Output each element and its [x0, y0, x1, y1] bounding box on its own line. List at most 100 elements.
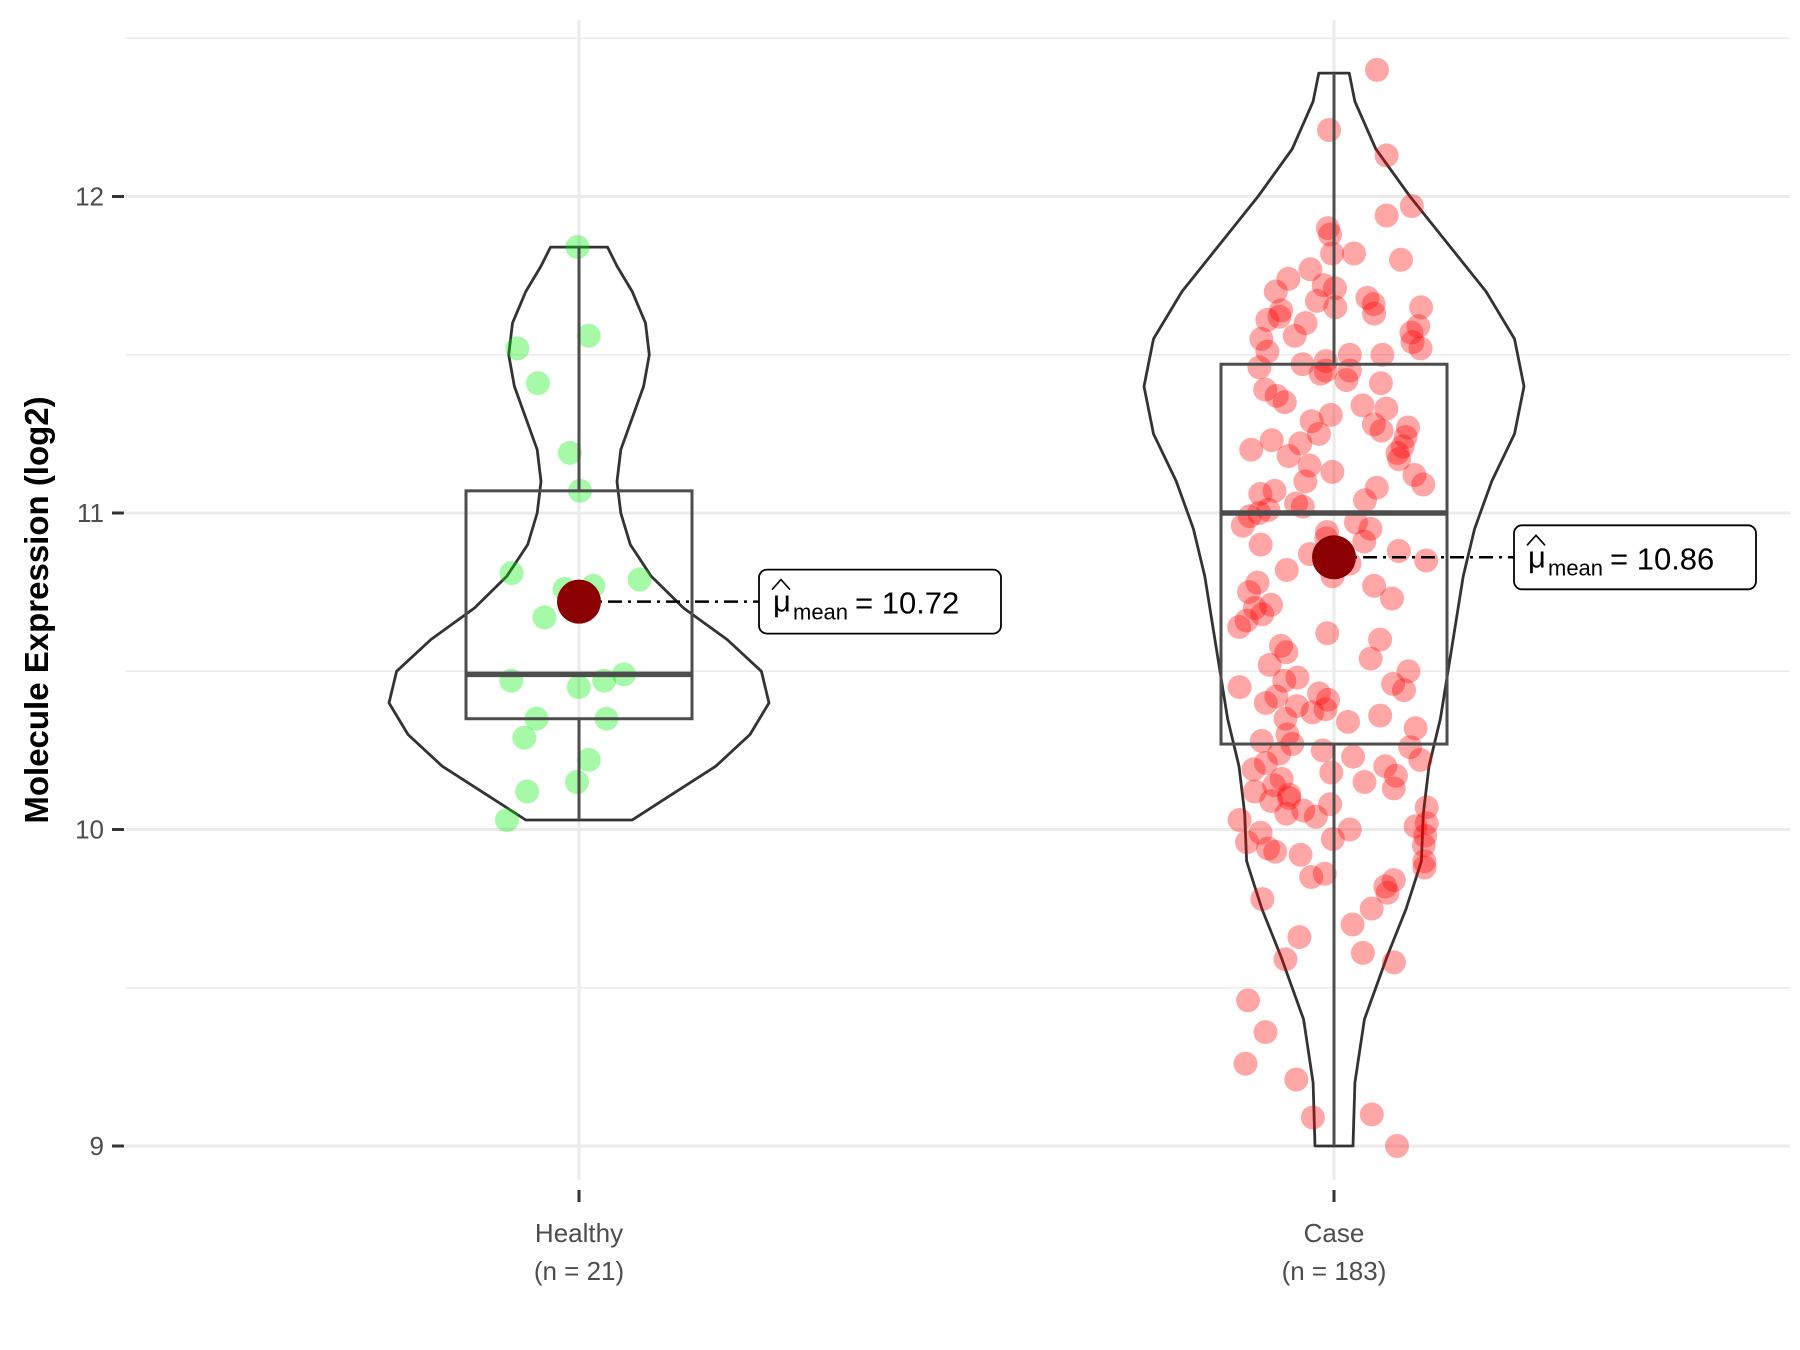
data-point: [1359, 1102, 1384, 1127]
data-point: [1334, 368, 1359, 393]
violin-outline: [1142, 71, 1526, 1148]
data-point: [1406, 314, 1431, 339]
data-point: [1303, 804, 1328, 829]
data-point: [1352, 770, 1377, 794]
data-point: [1277, 782, 1302, 807]
data-point: [1284, 1067, 1309, 1092]
data-point: [1277, 785, 1302, 810]
data-point: [1248, 820, 1273, 845]
x-tick-label: Healthy: [535, 1218, 623, 1248]
data-point: [1387, 447, 1412, 472]
data-point: [1269, 633, 1293, 658]
data-point: [1263, 279, 1288, 304]
data-point: [1273, 947, 1298, 972]
data-point: [1414, 548, 1439, 573]
data-point: [1300, 700, 1325, 725]
data-point: [1253, 1020, 1278, 1045]
data-point: [1304, 288, 1329, 313]
data-point: [1319, 760, 1344, 785]
data-point: [1381, 868, 1406, 893]
x-tick-count-label: (n = 21): [534, 1256, 624, 1286]
data-point: [1242, 779, 1267, 804]
box: [464, 489, 694, 721]
data-point: [1262, 478, 1287, 503]
data-point: [1284, 491, 1309, 516]
data-point: [566, 675, 591, 700]
data-point: [1361, 412, 1386, 437]
data-point: [1414, 811, 1439, 836]
data-point: [1253, 690, 1278, 715]
data-point: [1272, 668, 1297, 693]
data-point: [1350, 393, 1375, 418]
mean-subscript: mean: [1548, 555, 1603, 580]
data-point: [1272, 390, 1297, 415]
data-point: [1382, 950, 1406, 975]
data-point: [1285, 665, 1310, 690]
data-point: [1403, 716, 1428, 741]
data-point: [1358, 516, 1383, 541]
data-point: [1293, 469, 1318, 494]
data-point: [1318, 222, 1343, 247]
boxplots: [464, 73, 1449, 1146]
y-tick-label: 12: [75, 182, 104, 212]
data-points: [495, 57, 1439, 1158]
data-point: [1259, 789, 1284, 813]
data-point: [1340, 912, 1365, 937]
data-point: [1344, 510, 1368, 535]
data-point: [1237, 580, 1262, 605]
data-point: [1287, 925, 1312, 950]
data-point: [1373, 754, 1398, 779]
data-point: [1381, 671, 1406, 696]
y-tick-label: 11: [77, 498, 104, 528]
data-point: [1242, 596, 1267, 620]
data-point: [1383, 763, 1408, 788]
data-point: [1316, 687, 1340, 712]
data-point: [576, 323, 601, 348]
data-point: [1364, 475, 1389, 500]
data-point: [1308, 361, 1333, 386]
data-point: [1409, 295, 1434, 320]
data-point: [1259, 592, 1283, 617]
data-point: [1297, 453, 1322, 478]
data-point: [1365, 57, 1389, 82]
data-point: [1263, 839, 1288, 864]
data-point: [1250, 602, 1275, 627]
data-point: [1411, 472, 1436, 497]
data-point: [499, 561, 524, 586]
data-point: [1399, 194, 1424, 218]
data-point: [1264, 684, 1289, 709]
data-point: [1249, 728, 1274, 753]
data-point: [1276, 444, 1301, 468]
data-point: [1400, 330, 1425, 355]
data-point: [1361, 292, 1386, 317]
data-point: [1241, 757, 1266, 782]
data-point: [1399, 320, 1424, 345]
mean-subscript: mean: [793, 600, 848, 625]
data-point: [1306, 421, 1331, 446]
data-point: [1355, 285, 1380, 310]
data-point: [1307, 681, 1332, 706]
data-point: [1227, 808, 1252, 832]
data-point: [1317, 118, 1342, 142]
violins: [387, 71, 1526, 1148]
data-point: [1267, 304, 1292, 329]
data-point: [1230, 513, 1255, 538]
data-point: [1255, 307, 1280, 332]
axes: 9 10 11 12 Healthy (n = 21) Case (n = 183): [75, 182, 1386, 1287]
data-point: [1341, 744, 1366, 769]
data-point: [1380, 586, 1404, 611]
hat-icon: [1526, 534, 1546, 546]
data-point: [1390, 434, 1415, 459]
data-point: [1237, 504, 1262, 529]
mean-symbol: μ: [1528, 539, 1546, 574]
data-point: [1318, 792, 1343, 817]
data-point: [1414, 795, 1439, 820]
data-point: [1389, 247, 1413, 272]
data-point: [1318, 402, 1343, 427]
data-point: [1375, 880, 1400, 905]
data-point: [495, 808, 519, 832]
data-point: [1412, 849, 1437, 874]
data-point: [1342, 241, 1366, 266]
data-point: [1374, 203, 1399, 228]
